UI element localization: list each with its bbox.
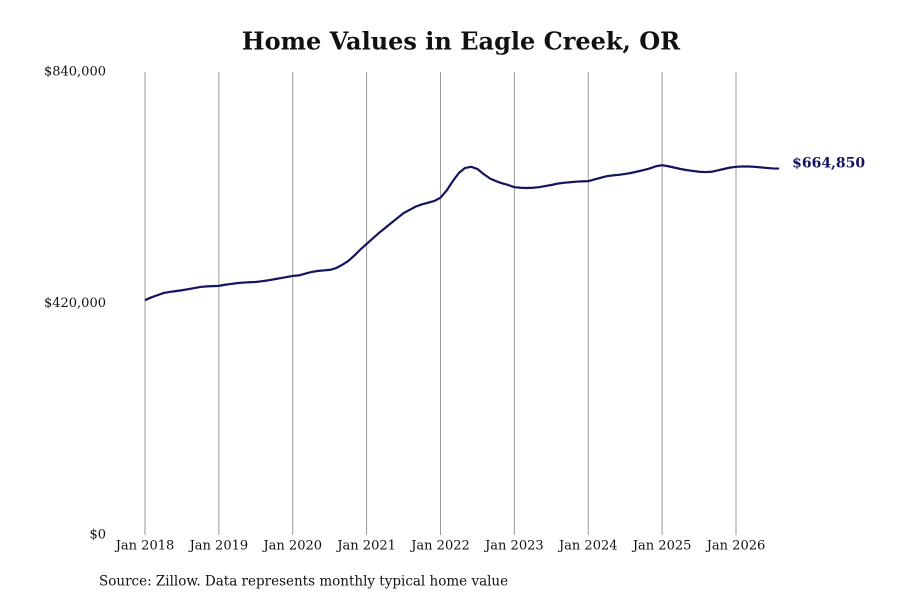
chart-title: Home Values in Eagle Creek, OR [242,27,681,56]
x-tick-label: Jan 2026 [705,539,766,554]
value-line [144,164,780,302]
x-tick-label: Jan 2022 [409,539,470,554]
y-tick-label: $0 [89,528,106,543]
y-tick-label: $840,000 [44,65,106,80]
y-tick-label: $420,000 [44,296,106,311]
x-tick-label: Jan 2021 [335,539,396,554]
x-tick-label: Jan 2024 [557,539,618,554]
end-value-label: $664,850 [792,156,865,172]
x-tick-label: Jan 2023 [483,539,544,554]
x-tick-label: Jan 2020 [261,539,322,554]
x-tick-label: Jan 2019 [188,539,249,554]
x-tick-label: Jan 2018 [114,539,175,554]
x-tick-label: Jan 2025 [631,539,692,554]
source-note: Source: Zillow. Data represents monthly … [99,574,508,590]
